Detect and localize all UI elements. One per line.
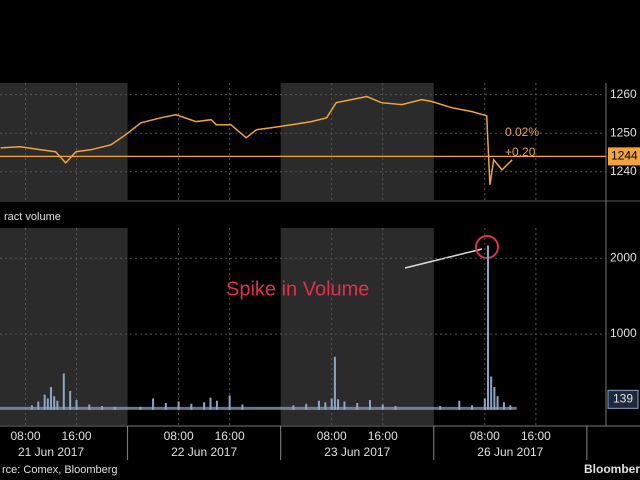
x-tick-label: 16:00 xyxy=(215,429,245,443)
volume-bar xyxy=(209,397,212,410)
shade xyxy=(280,228,434,425)
volume-bar xyxy=(177,401,180,410)
x-tick-label: 08:00 xyxy=(317,429,347,443)
volume-bar xyxy=(215,400,218,410)
shade xyxy=(280,83,434,200)
brand: Bloomberg xyxy=(584,462,640,476)
baseline-fill xyxy=(0,406,517,410)
volume-bar xyxy=(337,399,340,410)
volume-bar xyxy=(502,402,505,410)
volume-bar xyxy=(490,376,493,410)
volume-bar xyxy=(305,403,308,410)
volume-bar xyxy=(56,400,59,410)
volume-bar xyxy=(317,400,320,410)
volume-bar xyxy=(496,396,499,410)
volume-bar xyxy=(75,399,78,410)
volume-bar xyxy=(46,398,49,410)
annotation: 0.02% xyxy=(505,125,539,139)
x-group-label: 21 Jun 2017 xyxy=(18,445,84,459)
last-value-label: 139 xyxy=(613,391,633,405)
volume-bar xyxy=(333,356,336,410)
x-tick-label: 08:00 xyxy=(470,429,500,443)
volume-bar xyxy=(458,400,461,410)
volume-bar xyxy=(190,403,193,410)
volume-bar xyxy=(343,401,346,410)
last-value-tag xyxy=(607,389,639,409)
annotation: Spike in Volume xyxy=(226,278,369,300)
volume-bar xyxy=(228,395,231,410)
volume-bar xyxy=(43,394,46,410)
volume-bar xyxy=(203,402,206,410)
annotation: +0.20 xyxy=(505,145,536,159)
source: rce: Comex, Bloomberg xyxy=(2,464,118,476)
last-value-label: 1244 xyxy=(611,149,638,163)
y-tick-label: 1260 xyxy=(610,87,637,101)
x-tick-label: 16:00 xyxy=(521,429,551,443)
volume-bar xyxy=(37,401,40,410)
volume-bar xyxy=(483,398,486,410)
x-tick-label: 16:00 xyxy=(62,429,92,443)
y-tick-label: 1000 xyxy=(610,326,637,340)
volume-bar xyxy=(493,387,496,410)
x-group-label: 26 Jun 2017 xyxy=(477,445,543,459)
volume-bar xyxy=(62,373,65,410)
y-tick-label: 1240 xyxy=(610,164,637,178)
shade xyxy=(0,83,128,200)
y-tick-label: 2000 xyxy=(610,250,637,264)
volume-bar xyxy=(486,245,489,410)
annotation-arrow xyxy=(404,248,483,269)
volume-bar xyxy=(152,398,155,410)
volume-bar xyxy=(356,403,359,410)
volume-bar xyxy=(50,387,53,410)
x-tick-label: 16:00 xyxy=(368,429,398,443)
x-group-label: 22 Jun 2017 xyxy=(171,445,237,459)
volume-bar xyxy=(330,398,333,410)
x-tick-label: 08:00 xyxy=(11,429,41,443)
price-line xyxy=(0,95,513,186)
volume-title: ract volume xyxy=(4,211,61,223)
volume-bar xyxy=(324,402,327,410)
y-tick-label: 1250 xyxy=(610,125,637,139)
volume-bar xyxy=(69,390,72,410)
volume-bar xyxy=(53,396,56,410)
volume-bar xyxy=(368,399,371,410)
volume-bar xyxy=(164,403,167,410)
x-tick-label: 08:00 xyxy=(164,429,194,443)
last-value-tag xyxy=(608,147,640,166)
x-group-label: 23 Jun 2017 xyxy=(324,445,390,459)
